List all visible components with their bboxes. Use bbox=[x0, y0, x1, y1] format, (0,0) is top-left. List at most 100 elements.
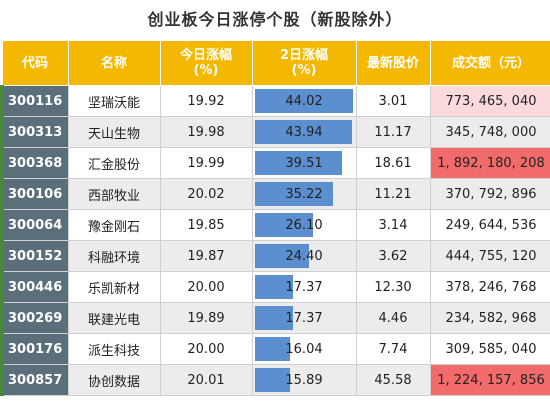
table-row: 300269 联建光电 19.89 17.37 4.46 234, 582, 968 bbox=[0, 302, 550, 334]
cell-code: 300269 bbox=[0, 302, 69, 334]
cell-two-day-pct: 44.02 bbox=[251, 85, 357, 117]
cell-code: 300446 bbox=[0, 271, 69, 303]
cell-price: 12.30 bbox=[355, 271, 431, 303]
two-day-label: 35.22 bbox=[285, 186, 323, 202]
cell-two-day-pct: 17.37 bbox=[251, 271, 357, 303]
cell-name: 协创数据 bbox=[67, 364, 161, 396]
two-day-bar bbox=[254, 151, 343, 175]
cell-today-pct: 19.89 bbox=[159, 302, 253, 334]
header-code: 代码 bbox=[1, 40, 69, 86]
cell-today-pct: 20.00 bbox=[159, 271, 253, 303]
limit-up-table: 代码 名称 今日涨幅 (%) 2日涨幅 (%) 最新股价 成交额（元） 300116… bbox=[0, 40, 550, 396]
two-day-bar bbox=[254, 120, 353, 144]
cell-code: 300313 bbox=[0, 116, 69, 148]
table-row: 300313 天山生物 19.98 43.94 11.17 345, 748, 000 bbox=[0, 116, 550, 148]
two-day-bar bbox=[254, 337, 291, 361]
cell-name: 西部牧业 bbox=[67, 178, 161, 210]
table-row: 300368 汇金股份 19.99 39.51 18.61 1, 892, 180, 20… bbox=[0, 147, 550, 179]
cell-price: 11.21 bbox=[355, 178, 431, 210]
two-day-label: 17.37 bbox=[285, 310, 323, 326]
two-day-label: 15.89 bbox=[285, 372, 323, 388]
header-two-day-pct: 2日涨幅 (%) bbox=[251, 40, 357, 86]
cell-price: 4.46 bbox=[355, 302, 431, 334]
cell-today-pct: 19.92 bbox=[159, 85, 253, 117]
cell-two-day-pct: 15.89 bbox=[251, 364, 357, 396]
table-body: 300116 坚瑞沃能 19.92 44.02 3.01 773, 465, 040 300… bbox=[0, 85, 550, 396]
table-row: 300106 西部牧业 20.02 35.22 11.21 370, 792, 896 bbox=[0, 178, 550, 210]
cell-code: 300116 bbox=[0, 85, 69, 117]
two-day-bar bbox=[254, 89, 353, 113]
header-price: 最新股价 bbox=[355, 40, 431, 86]
cell-two-day-pct: 43.94 bbox=[251, 116, 357, 148]
cell-two-day-pct: 39.51 bbox=[251, 147, 357, 179]
cell-code: 300106 bbox=[0, 178, 69, 210]
cell-today-pct: 20.00 bbox=[159, 333, 253, 365]
two-day-label: 43.94 bbox=[285, 124, 323, 140]
cell-name: 豫金刚石 bbox=[67, 209, 161, 241]
cell-price: 3.62 bbox=[355, 240, 431, 272]
cell-name: 乐凯新材 bbox=[67, 271, 161, 303]
cell-turnover: 1, 892, 180, 208 bbox=[429, 147, 550, 179]
table-row: 300176 派生科技 20.00 16.04 7.74 309, 585, 040 bbox=[0, 333, 550, 365]
cell-today-pct: 19.85 bbox=[159, 209, 253, 241]
table-row: 300116 坚瑞沃能 19.92 44.02 3.01 773, 465, 040 bbox=[0, 85, 550, 117]
two-day-bar bbox=[254, 306, 294, 330]
cell-code: 300064 bbox=[0, 209, 69, 241]
table-row: 300064 豫金刚石 19.85 26.10 3.14 249, 644, 536 bbox=[0, 209, 550, 241]
two-day-label: 17.37 bbox=[285, 279, 323, 295]
cell-name: 坚瑞沃能 bbox=[67, 85, 161, 117]
cell-price: 18.61 bbox=[355, 147, 431, 179]
two-day-bar bbox=[254, 275, 294, 299]
cell-name: 派生科技 bbox=[67, 333, 161, 365]
header-turnover: 成交额（元） bbox=[429, 40, 550, 86]
cell-price: 7.74 bbox=[355, 333, 431, 365]
cell-turnover: 234, 582, 968 bbox=[429, 302, 550, 334]
two-day-label: 39.51 bbox=[285, 155, 323, 171]
cell-code: 300368 bbox=[0, 147, 69, 179]
cell-two-day-pct: 26.10 bbox=[251, 209, 357, 241]
cell-code: 300176 bbox=[0, 333, 69, 365]
cell-name: 科融环境 bbox=[67, 240, 161, 272]
cell-two-day-pct: 17.37 bbox=[251, 302, 357, 334]
cell-name: 天山生物 bbox=[67, 116, 161, 148]
cell-turnover: 1, 224, 157, 856 bbox=[429, 364, 550, 396]
cell-today-pct: 19.87 bbox=[159, 240, 253, 272]
cell-name: 汇金股份 bbox=[67, 147, 161, 179]
header-name: 名称 bbox=[67, 40, 161, 86]
cell-today-pct: 20.02 bbox=[159, 178, 253, 210]
cell-two-day-pct: 35.22 bbox=[251, 178, 357, 210]
two-day-bar bbox=[254, 244, 309, 268]
cell-price: 3.01 bbox=[355, 85, 431, 117]
cell-turnover: 378, 246, 768 bbox=[429, 271, 550, 303]
table-row: 300446 乐凯新材 20.00 17.37 12.30 378, 246, 768 bbox=[0, 271, 550, 303]
cell-price: 3.14 bbox=[355, 209, 431, 241]
cell-two-day-pct: 16.04 bbox=[251, 333, 357, 365]
header-row: 代码 名称 今日涨幅 (%) 2日涨幅 (%) 最新股价 成交额（元） bbox=[1, 40, 550, 86]
two-day-bar bbox=[254, 182, 333, 206]
cell-price: 11.17 bbox=[355, 116, 431, 148]
cell-code: 300152 bbox=[0, 240, 69, 272]
cell-today-pct: 20.01 bbox=[159, 364, 253, 396]
cell-two-day-pct: 24.40 bbox=[251, 240, 357, 272]
two-day-label: 16.04 bbox=[285, 341, 323, 357]
cell-price: 45.58 bbox=[355, 364, 431, 396]
two-day-bar bbox=[254, 213, 313, 237]
header-today-pct: 今日涨幅 (%) bbox=[159, 40, 253, 86]
cell-name: 联建光电 bbox=[67, 302, 161, 334]
cell-turnover: 773, 465, 040 bbox=[429, 85, 550, 117]
cell-code: 300857 bbox=[0, 364, 69, 396]
cell-today-pct: 19.99 bbox=[159, 147, 253, 179]
two-day-label: 44.02 bbox=[285, 93, 323, 109]
two-day-label: 26.10 bbox=[285, 217, 323, 233]
two-day-bar bbox=[254, 368, 290, 392]
table-row: 300152 科融环境 19.87 24.40 3.62 444, 755, 120 bbox=[0, 240, 550, 272]
cell-today-pct: 19.98 bbox=[159, 116, 253, 148]
cell-turnover: 249, 644, 536 bbox=[429, 209, 550, 241]
table-title: 创业板今日涨停个股（新股除外） bbox=[147, 10, 403, 29]
table-row: 300857 协创数据 20.01 15.89 45.58 1, 224, 157, 85… bbox=[0, 364, 550, 396]
cell-turnover: 345, 748, 000 bbox=[429, 116, 550, 148]
cell-turnover: 444, 755, 120 bbox=[429, 240, 550, 272]
two-day-label: 24.40 bbox=[285, 248, 323, 264]
cell-turnover: 309, 585, 040 bbox=[429, 333, 550, 365]
cell-turnover: 370, 792, 896 bbox=[429, 178, 550, 210]
